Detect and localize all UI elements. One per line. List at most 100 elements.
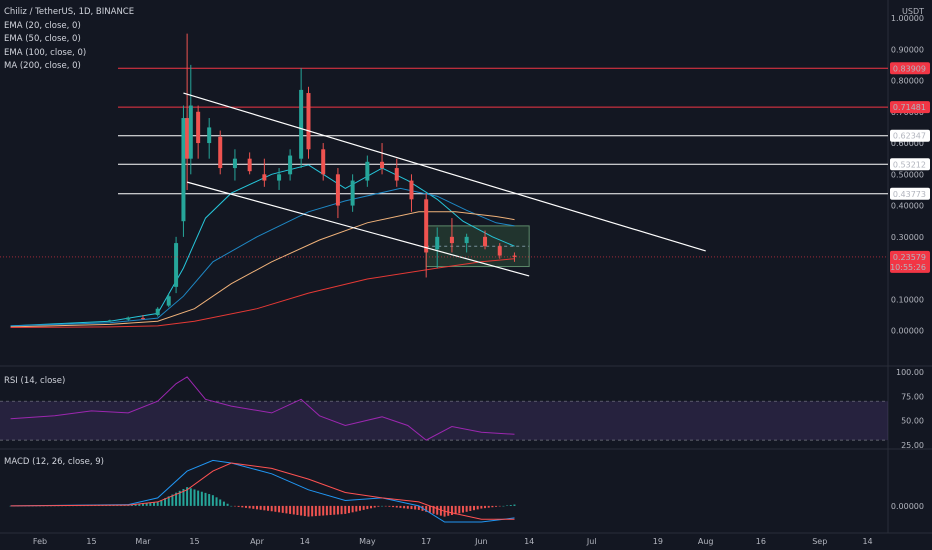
rsi-band	[0, 401, 888, 441]
macd-histogram-bar	[259, 505, 262, 510]
macd-histogram-bar	[230, 505, 233, 507]
macd-histogram-bar	[491, 505, 494, 508]
macd-histogram-bar	[392, 505, 395, 508]
rsi-legend[interactable]: RSI (14, close)	[4, 376, 66, 386]
macd-line	[10, 459, 515, 523]
macd-histogram-bar	[307, 505, 310, 517]
candle-body	[321, 149, 326, 175]
macd-histogram-bar	[281, 505, 284, 513]
macd-histogram-bar	[347, 505, 350, 514]
ema20-line	[10, 164, 515, 327]
y-tick-label: 0.30000	[891, 233, 924, 242]
candle-body	[306, 93, 311, 150]
ema50-legend[interactable]: EMA (50, close, 0)	[4, 34, 81, 44]
macd-histogram-bar	[278, 505, 281, 513]
candle-body	[335, 174, 340, 206]
macd-histogram-bar	[381, 505, 384, 507]
ma200-legend[interactable]: MA (200, close, 0)	[4, 61, 81, 71]
macd-histogram-bar	[296, 505, 299, 515]
candle-body	[232, 158, 237, 169]
candle-body	[126, 317, 131, 320]
macd-histogram-bar	[495, 505, 498, 507]
macd-histogram-bar	[175, 492, 178, 506]
macd-histogram-bar	[370, 505, 373, 509]
macd-histogram-bar	[366, 505, 369, 510]
macd-histogram-bar	[358, 505, 361, 511]
x-tick-label: 14	[524, 537, 534, 546]
macd-histogram-bar	[461, 505, 464, 513]
price-level-label: 0.62347	[893, 132, 926, 141]
price-level-label: 0.43773	[893, 190, 926, 199]
macd-histogram-bar	[399, 505, 402, 508]
candle-body	[497, 246, 502, 256]
price-level-label: 0.53212	[893, 160, 926, 169]
ema100-legend[interactable]: EMA (100, close, 0)	[4, 47, 87, 58]
rsi-tick-label: 75.00	[901, 392, 924, 401]
y-tick-label: 1.00000	[891, 14, 924, 23]
macd-histogram-bar	[149, 502, 152, 506]
macd-histogram-bar	[454, 505, 457, 515]
macd-histogram-bar	[311, 505, 314, 517]
macd-histogram-bar	[322, 505, 325, 516]
macd-histogram-bar	[425, 505, 428, 512]
macd-legend[interactable]: MACD (12, 26, close, 9)	[4, 457, 104, 467]
macd-histogram-bar	[458, 505, 461, 514]
macd-histogram-bar	[193, 489, 196, 506]
macd-histogram-bar	[362, 505, 365, 510]
macd-histogram-bar	[226, 503, 229, 506]
x-tick-label: 14	[862, 537, 872, 546]
macd-histogram-bar	[141, 503, 144, 506]
macd-histogram-bar	[480, 505, 483, 509]
candle-body	[207, 127, 212, 144]
x-tick-label: Sep	[812, 537, 827, 546]
channel-upper-line	[183, 92, 706, 252]
candle-body	[512, 255, 517, 257]
rsi-tick-label: 25.00	[901, 441, 924, 450]
macd-histogram-bar	[204, 492, 207, 506]
macd-histogram-bar	[377, 505, 380, 507]
macd-histogram-bar	[314, 505, 317, 517]
macd-histogram-bar	[130, 504, 133, 506]
candle-body	[188, 105, 193, 159]
candle-body	[277, 174, 282, 181]
macd-histogram-bar	[351, 505, 354, 513]
macd-histogram-bar	[336, 505, 339, 515]
macd-histogram-bar	[506, 505, 509, 506]
macd-histogram-bar	[164, 498, 167, 506]
macd-histogram-bar	[182, 488, 185, 506]
x-tick-label: Apr	[250, 537, 265, 546]
candle-body	[174, 243, 179, 287]
macd-histogram-bar	[484, 505, 487, 509]
x-tick-label: Feb	[33, 537, 47, 546]
macd-histogram-bar	[432, 505, 435, 514]
countdown-label: 10:55:26	[890, 263, 926, 272]
candle-body	[288, 155, 293, 175]
currency-label[interactable]: USDT	[902, 7, 924, 16]
macd-histogram-bar	[178, 490, 181, 506]
candle-body	[185, 118, 190, 159]
macd-histogram-bar	[123, 505, 126, 506]
macd-histogram-bar	[325, 505, 328, 516]
macd-histogram-bar	[436, 505, 439, 515]
macd-histogram-bar	[138, 504, 141, 506]
macd-histogram-bar	[211, 495, 214, 506]
macd-histogram-bar	[406, 505, 409, 509]
macd-histogram-bar	[186, 487, 189, 506]
macd-histogram-bar	[303, 505, 306, 517]
candle-body	[262, 174, 267, 181]
macd-histogram-bar	[318, 505, 321, 516]
macd-histogram-bar	[274, 505, 277, 512]
y-tick-label: 0.50000	[891, 170, 924, 179]
price-level-tag	[890, 129, 930, 142]
macd-histogram-bar	[289, 505, 292, 514]
ema20-legend[interactable]: EMA (20, close, 0)	[4, 20, 81, 31]
y-tick-label: 0.40000	[891, 202, 924, 211]
macd-histogram-bar	[200, 491, 203, 506]
candle-body	[218, 136, 223, 169]
macd-histogram-bar	[373, 505, 376, 508]
macd-histogram-bar	[267, 505, 270, 511]
symbol-title[interactable]: Chiliz / TetherUS, 1D, BINANCE	[4, 7, 135, 17]
macd-histogram-bar	[263, 505, 266, 511]
candle-body	[424, 199, 429, 253]
